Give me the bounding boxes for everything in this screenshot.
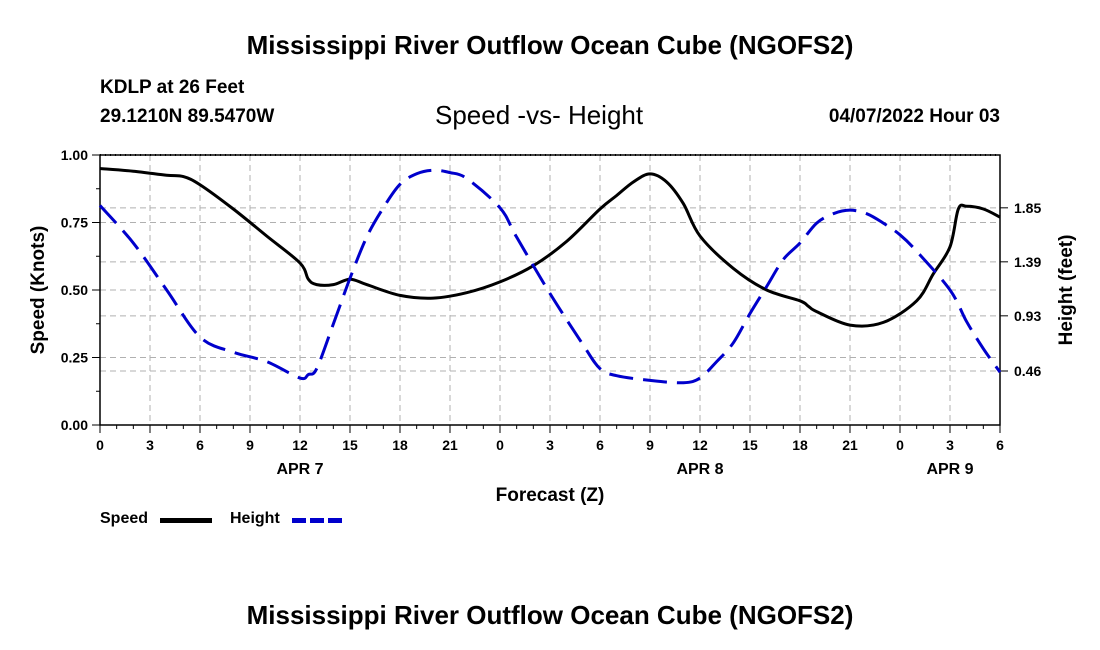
y2-tick-label: 1.85: [1014, 200, 1041, 216]
x-tick-label: 3: [946, 437, 954, 453]
station-label: KDLP at 26 Feet: [100, 77, 245, 98]
x-axis-label: Forecast (Z): [496, 485, 605, 506]
y-axis-label: Speed (Knots): [28, 226, 49, 355]
x-tick-label: 12: [692, 437, 708, 453]
main-title: Mississippi River Outflow Ocean Cube (NG…: [246, 30, 854, 60]
day-label: APR 9: [926, 461, 973, 478]
coordinates-label: 29.1210N 89.5470W: [100, 106, 275, 127]
x-tick-label: 3: [546, 437, 554, 453]
x-tick-label: 0: [896, 437, 904, 453]
day-label: APR 7: [276, 461, 323, 478]
x-tick-label: 9: [246, 437, 254, 453]
x-tick-label: 6: [596, 437, 604, 453]
legend-height-label: Height: [230, 510, 280, 527]
legend-speed-label: Speed: [100, 510, 149, 527]
y-tick-label: 1.00: [61, 147, 88, 163]
x-tick-label: 21: [442, 437, 458, 453]
y-tick-label: 0.25: [61, 350, 88, 366]
x-tick-label: 0: [496, 437, 504, 453]
y2-tick-label: 0.93: [1014, 308, 1041, 324]
y-tick-label: 0.00: [61, 417, 88, 433]
day-label: APR 8: [676, 461, 723, 478]
height-series-line: [98, 168, 1002, 385]
footer-title: Mississippi River Outflow Ocean Cube (NG…: [246, 600, 854, 630]
x-tick-label: 21: [842, 437, 858, 453]
x-tick-label: 15: [742, 437, 758, 453]
x-tick-label: 18: [792, 437, 808, 453]
y2-tick-label: 0.46: [1014, 363, 1041, 379]
x-tick-label: 9: [646, 437, 654, 453]
x-tick-label: 6: [196, 437, 204, 453]
legend-height-line: [292, 518, 342, 523]
chart-title: Speed -vs- Height: [435, 100, 644, 130]
speed-series-line: [99, 167, 1001, 328]
x-tick-label: 6: [996, 437, 1004, 453]
x-tick-label: 0: [96, 437, 104, 453]
y2-tick-label: 1.39: [1014, 254, 1041, 270]
y-tick-label: 0.50: [61, 282, 88, 298]
x-tick-label: 12: [292, 437, 308, 453]
y-tick-label: 0.75: [61, 215, 88, 231]
x-tick-label: 18: [392, 437, 408, 453]
forecast-datetime: 04/07/2022 Hour 03: [828, 106, 1000, 127]
y2-axis-label: Height (feet): [1056, 235, 1077, 346]
x-tick-label: 3: [146, 437, 154, 453]
x-tick-label: 15: [342, 437, 358, 453]
legend-speed-line: [160, 518, 212, 523]
